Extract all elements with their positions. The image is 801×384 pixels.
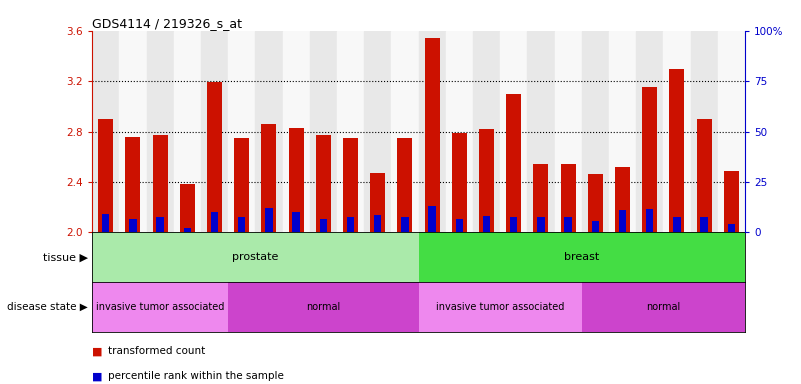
Bar (126, 137, 140, 232)
Bar (374, 215, 381, 232)
Bar (636, 31, 663, 232)
Bar (92, 232, 419, 282)
Bar (347, 217, 354, 232)
Bar (673, 217, 681, 232)
Text: prostate: prostate (232, 252, 279, 262)
Bar (337, 31, 364, 232)
Bar (727, 224, 735, 232)
Bar (288, 128, 304, 232)
Bar (156, 217, 164, 232)
Bar (320, 219, 327, 232)
Bar (533, 164, 549, 232)
Bar (238, 217, 245, 232)
Bar (663, 31, 690, 232)
Bar (419, 282, 582, 332)
Bar (615, 167, 630, 232)
Bar (99, 119, 113, 232)
Bar (343, 138, 358, 232)
Bar (370, 173, 385, 232)
Text: invasive tumor associated: invasive tumor associated (96, 302, 224, 312)
Bar (429, 206, 436, 232)
Bar (565, 217, 572, 232)
Bar (452, 133, 467, 232)
Bar (588, 174, 603, 232)
Bar (397, 138, 413, 232)
Bar (316, 135, 331, 232)
Bar (506, 94, 521, 232)
Bar (211, 212, 218, 232)
Bar (582, 31, 609, 232)
Bar (364, 31, 392, 232)
Bar (174, 31, 201, 232)
Text: ■: ■ (92, 371, 103, 381)
Bar (445, 31, 473, 232)
Bar (646, 209, 654, 232)
Bar (310, 31, 337, 232)
Bar (102, 214, 110, 232)
Bar (582, 282, 745, 332)
Bar (207, 83, 222, 232)
Bar (609, 31, 636, 232)
Bar (479, 129, 494, 232)
Text: percentile rank within the sample: percentile rank within the sample (108, 371, 284, 381)
Bar (537, 217, 545, 232)
Bar (265, 208, 272, 232)
Bar (690, 31, 718, 232)
Text: tissue ▶: tissue ▶ (43, 252, 88, 262)
Bar (554, 31, 582, 232)
Bar (180, 184, 195, 232)
Bar (500, 31, 527, 232)
Bar (261, 124, 276, 232)
Text: invasive tumor associated: invasive tumor associated (436, 302, 565, 312)
Bar (283, 31, 310, 232)
Bar (183, 228, 191, 232)
Bar (718, 31, 745, 232)
Bar (473, 31, 500, 232)
Bar (724, 170, 739, 232)
Bar (234, 138, 249, 232)
Bar (129, 219, 137, 232)
Bar (483, 216, 490, 232)
Bar (619, 210, 626, 232)
Text: ■: ■ (92, 346, 103, 356)
Bar (119, 31, 147, 232)
Bar (228, 282, 419, 332)
Bar (256, 31, 283, 232)
Bar (561, 164, 576, 232)
Bar (510, 217, 517, 232)
Bar (153, 135, 167, 232)
Bar (92, 282, 228, 332)
Bar (419, 232, 745, 282)
Bar (201, 31, 228, 232)
Bar (419, 31, 445, 232)
Text: disease state ▶: disease state ▶ (7, 302, 88, 312)
Text: transformed count: transformed count (108, 346, 205, 356)
Text: breast: breast (564, 252, 599, 262)
Bar (147, 31, 174, 232)
Bar (92, 31, 119, 232)
Bar (425, 38, 440, 232)
Text: normal: normal (646, 302, 681, 312)
Bar (642, 88, 657, 232)
Bar (592, 221, 599, 232)
Bar (228, 31, 256, 232)
Bar (700, 217, 708, 232)
Bar (401, 217, 409, 232)
Bar (456, 219, 463, 232)
Bar (392, 31, 418, 232)
Text: normal: normal (306, 302, 340, 312)
Bar (697, 119, 711, 232)
Text: GDS4114 / 219326_s_at: GDS4114 / 219326_s_at (92, 17, 242, 30)
Bar (527, 31, 554, 232)
Bar (670, 68, 684, 232)
Bar (292, 212, 300, 232)
